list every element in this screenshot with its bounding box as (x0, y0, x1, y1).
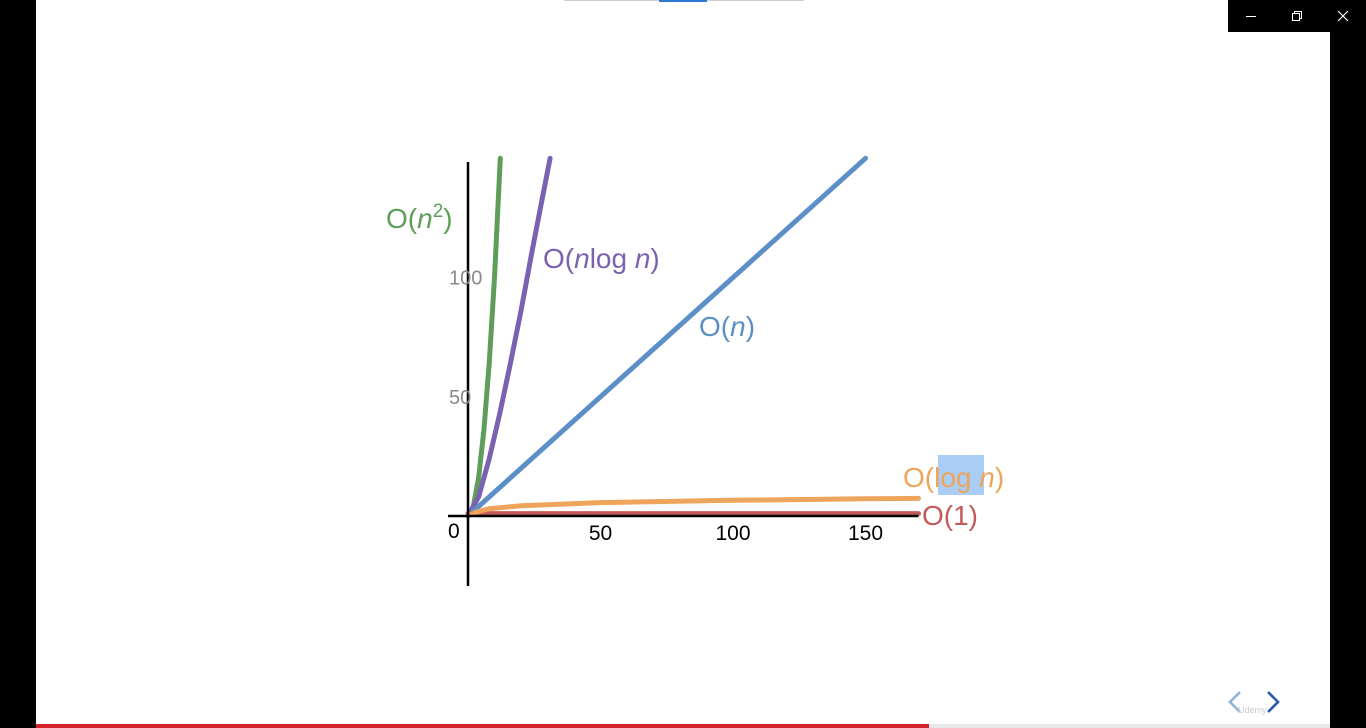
series-label-part (971, 462, 979, 493)
letterbox-left (0, 0, 36, 728)
chevron-left-icon (1228, 691, 1241, 713)
series-label-part: n (635, 243, 651, 274)
axes-layer (448, 162, 919, 586)
x-tick-label: 150 (848, 522, 883, 545)
origin-label: 0 (448, 520, 460, 543)
x-tick-label: 100 (715, 522, 750, 545)
series-label-part: 2 (433, 201, 444, 222)
series-line-linear (465, 155, 868, 519)
series-label-part: O( (386, 203, 418, 234)
letterbox-right (1330, 0, 1366, 728)
y-tick-label: 50 (449, 387, 471, 409)
ticks-layer: 50 100 150 50 100 0 (448, 268, 883, 546)
restore-icon (1292, 11, 1302, 21)
series-label-part: ) (443, 203, 452, 234)
y-tick-label: 100 (449, 268, 482, 290)
restore-button[interactable] (1274, 0, 1320, 32)
close-icon (1337, 10, 1349, 22)
progress-track[interactable] (36, 724, 1330, 728)
close-button[interactable] (1320, 0, 1366, 32)
series-label-part: n (979, 462, 995, 493)
series-label-constant: O(1) (922, 500, 978, 531)
series-label-part: ) (995, 462, 1004, 493)
minimize-icon (1246, 16, 1256, 17)
series-label-part: n (730, 311, 746, 342)
series-label-part: n (417, 203, 433, 234)
series-line-quadratic (465, 155, 503, 519)
text-selection-highlight (938, 455, 984, 495)
series-label-part: ) (650, 243, 659, 274)
series-label-nlogn: O(nlog n) (543, 243, 660, 274)
series-line-log (465, 495, 921, 519)
series-label-log: O(log n) (903, 462, 1004, 493)
series-label-part: O( (543, 243, 575, 274)
series-label-part: n (574, 243, 590, 274)
x-tick-label: 50 (589, 522, 612, 545)
previous-slide-button[interactable] (1224, 688, 1246, 716)
series-label-part: log (590, 243, 635, 274)
series-labels-layer: O(n2)O(nlog n)O(n)O(log n)O(1) (386, 201, 1004, 531)
series-line-nlogn (465, 155, 553, 519)
series-label-part: log (934, 462, 971, 493)
series-label-quadratic: O(n2) (386, 201, 453, 234)
curves-layer (465, 155, 921, 519)
minimize-button[interactable] (1228, 0, 1274, 32)
series-label-part: O(1) (922, 500, 978, 531)
series-label-linear: O(n) (699, 311, 755, 342)
chevron-right-icon (1267, 691, 1280, 713)
watermark: Udemy (1238, 705, 1267, 715)
top-strip-indicator (659, 0, 707, 2)
next-slide-button[interactable] (1262, 688, 1284, 716)
series-label-part: ) (746, 311, 755, 342)
window-controls (1228, 0, 1366, 32)
series-label-part: O( (903, 462, 935, 493)
slide: 50 100 150 50 100 0 O(n2) O(nlog n) O(n) O(log n… (36, 0, 1330, 728)
progress-fill (36, 724, 929, 728)
series-label-part: O( (699, 311, 731, 342)
